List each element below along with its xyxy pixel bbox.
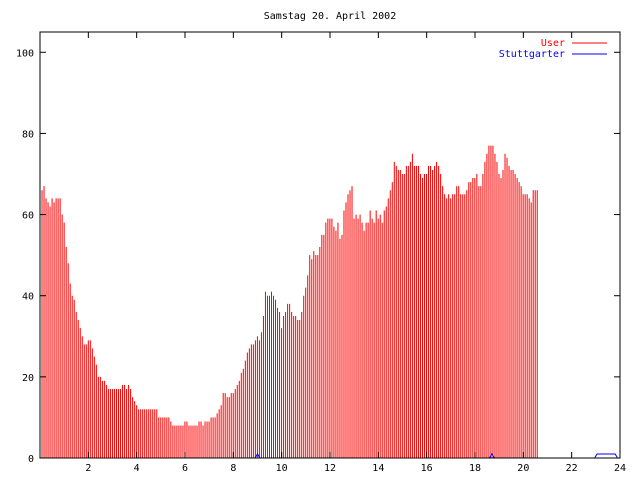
x-tick-label: 2 [85,463,91,474]
y-tick-label: 100 [16,48,34,59]
legend: User Stuttgarter [499,38,607,60]
y-tick-label: 20 [22,373,34,384]
x-tick-label: 16 [421,463,433,474]
user-series-bars [39,145,538,458]
stuttgarter-line [40,452,620,459]
x-tick-label: 6 [182,463,188,474]
x-tick-label: 8 [230,463,236,474]
x-tick-label: 4 [134,463,140,474]
x-tick-label: 12 [324,463,336,474]
y-tick-label: 60 [22,211,34,222]
x-tick-label: 14 [372,463,384,474]
x-axis: 2 4 6 8 10 12 14 16 18 20 22 24 [85,32,626,474]
y-tick-label: 80 [22,129,34,140]
x-tick-label: 18 [469,463,481,474]
legend-user-label: User [541,38,565,49]
x-tick-label: 20 [517,463,529,474]
x-tick-label: 24 [614,463,626,474]
y-tick-label: 40 [22,292,34,303]
x-tick-label: 10 [276,463,288,474]
y-axis: 0 20 40 60 80 100 [16,48,620,465]
x-tick-label: 22 [566,463,578,474]
legend-stuttgarter-label: Stuttgarter [499,49,565,60]
chart-title: Samstag 20. April 2002 [264,11,396,22]
stuttgarter-series-layer [40,452,620,459]
y-tick-label: 0 [28,454,34,465]
